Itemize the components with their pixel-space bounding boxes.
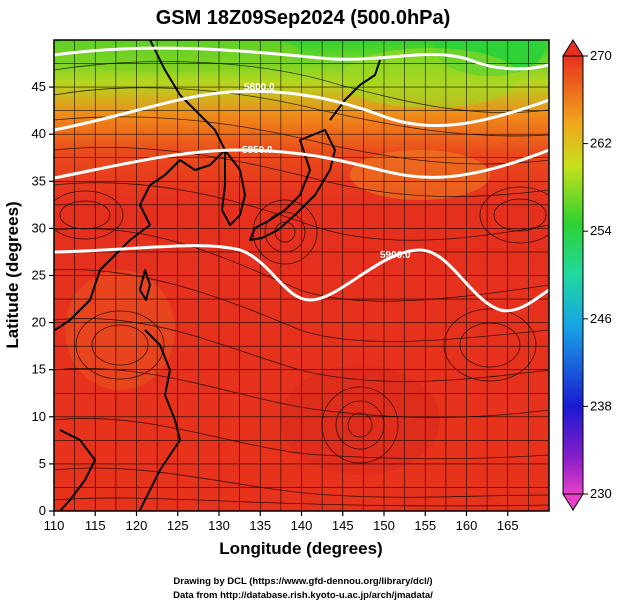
x-tick-label: 125: [167, 518, 189, 533]
colorbar-tick-label: 270: [590, 48, 612, 63]
japan-islands: [249, 129, 336, 241]
x-tick-label: 130: [208, 518, 230, 533]
x-axis-label: Longitude (degrees): [219, 539, 382, 558]
credit-data: Data from http://database.rish.kyoto-u.a…: [173, 590, 433, 601]
taiwan: [139, 269, 151, 301]
y-axis-ticks: 0 5 10 15 20 25 30 35 40 45: [32, 79, 54, 518]
coastlines: [54, 40, 381, 511]
x-tick-label: 135: [249, 518, 271, 533]
colorbar-tick-label: 246: [590, 311, 612, 326]
colorbar-tick-label: 254: [590, 223, 612, 238]
y-tick-label: 10: [32, 409, 46, 424]
colorbar-ticks: 230 238 246 254 262 270: [583, 48, 612, 501]
contour-line-5800: [54, 89, 549, 132]
x-tick-label: 115: [85, 518, 106, 533]
colorbar-tick-label: 238: [590, 398, 612, 413]
colorbar-tick-label: 230: [590, 486, 612, 501]
credit-drawing: Drawing by DCL (https://www.gfd-dennou.o…: [173, 576, 432, 587]
y-tick-label: 45: [32, 79, 46, 94]
x-tick-label: 165: [497, 518, 519, 533]
colorbar-upper-triangle: [562, 39, 584, 57]
x-axis-ticks: 110 115 120 125 130 135 140 145 150 155 160 165: [44, 511, 519, 533]
grid-lines: [54, 40, 549, 511]
x-tick-label: 155: [414, 518, 436, 533]
geopotential-contours: [54, 46, 549, 313]
colorbar-tick-label: 262: [590, 136, 612, 151]
y-tick-label: 20: [32, 315, 46, 330]
contour-label-5800: 5800.0: [244, 82, 275, 93]
x-tick-label: 160: [456, 518, 478, 533]
x-tick-label: 120: [126, 518, 148, 533]
chart-title: GSM 18Z09Sep2024 (500.0hPa): [156, 7, 451, 29]
contour-line-1: [54, 46, 549, 71]
y-tick-label: 30: [32, 220, 46, 235]
y-tick-label: 25: [32, 268, 46, 283]
y-tick-label: 40: [32, 126, 46, 141]
mainland-coastline: [54, 40, 226, 331]
y-axis-label: Latitude (degrees): [3, 201, 22, 348]
sakhalin: [329, 59, 381, 121]
colorbar-lower-triangle: [562, 493, 584, 511]
wind-streamlines: [54, 61, 549, 507]
korea-peninsula: [221, 149, 246, 226]
contour-line-5850: [54, 148, 549, 180]
y-tick-label: 0: [39, 503, 46, 518]
x-tick-label: 140: [291, 518, 313, 533]
philippines: [139, 329, 181, 511]
x-tick-label: 150: [373, 518, 395, 533]
y-tick-label: 35: [32, 173, 46, 188]
map-plot-area: 5800.0 5850.0 5900.0: [54, 40, 549, 511]
borneo-coast: [59, 429, 96, 511]
contour-label-5900: 5900.0: [380, 250, 411, 261]
contour-line-5900: [54, 244, 549, 313]
y-tick-label: 15: [32, 362, 46, 377]
contour-label-5850: 5850.0: [242, 145, 273, 156]
colorbar: 230 238 246 254 262 270: [562, 39, 612, 511]
x-tick-label: 110: [44, 518, 65, 533]
y-tick-label: 5: [39, 456, 46, 471]
colorbar-scale: [562, 55, 584, 495]
x-tick-label: 145: [332, 518, 354, 533]
